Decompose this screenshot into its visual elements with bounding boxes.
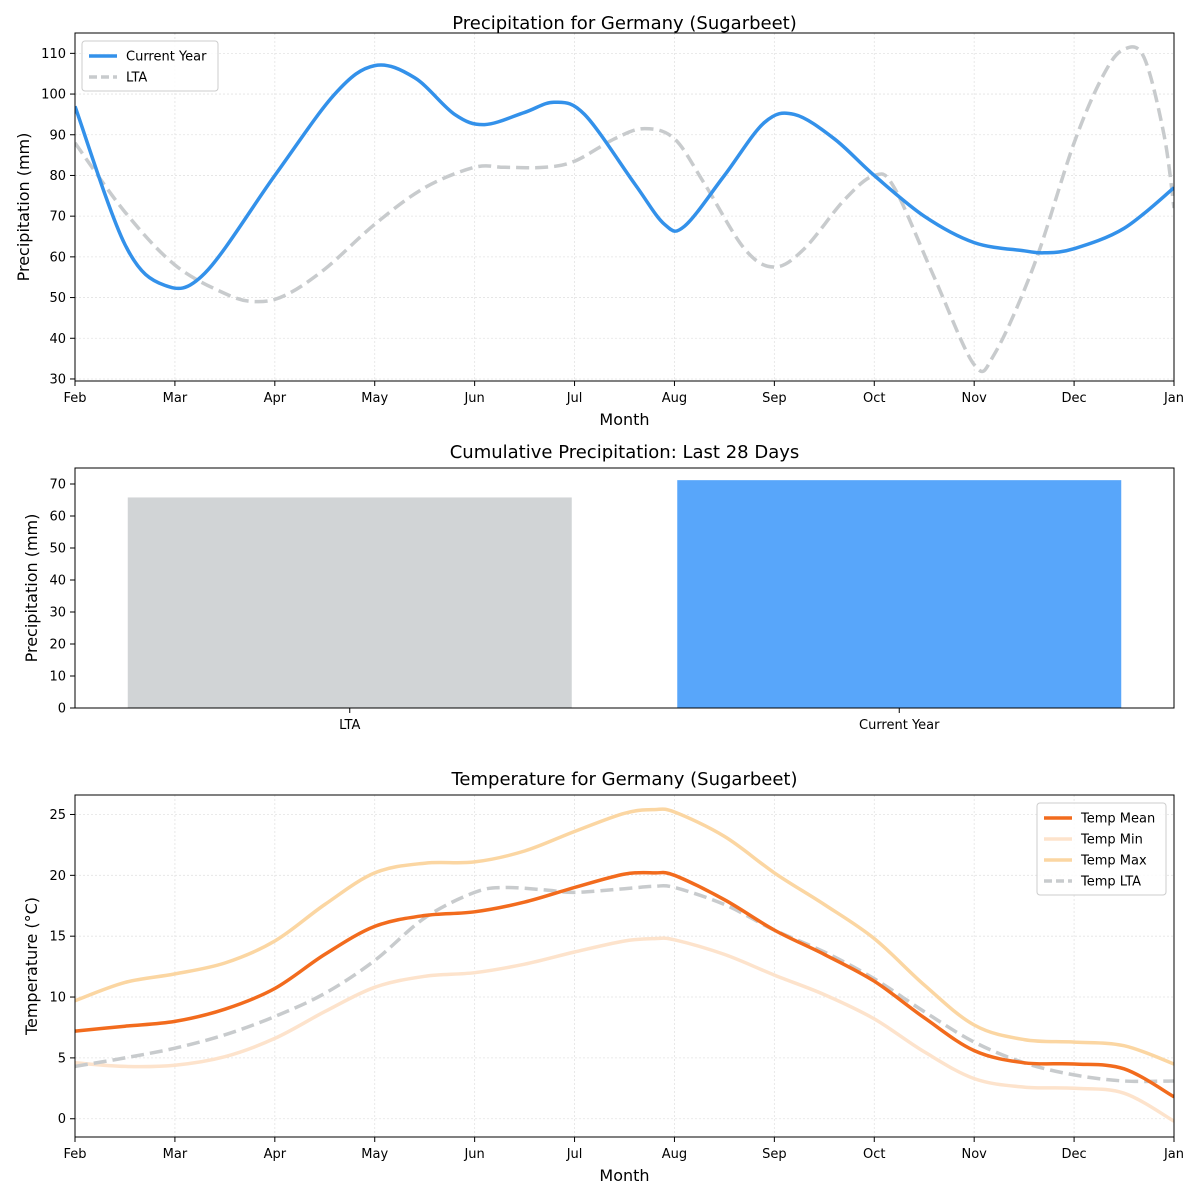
series-group [75,807,1174,1123]
x-tick-label: Jul [566,391,583,406]
chart-1: Cumulative Precipitation: Last 28 Days Pr… [22,442,1175,733]
x-tick-label: Nov [961,391,987,406]
y-tick-label: 70 [49,210,66,225]
x-tick-label: Oct [863,1147,885,1162]
y-tick-label: 5 [58,1051,66,1066]
x-tick-label: May [361,1147,388,1162]
series-group [75,45,1174,374]
bar-lta [127,497,572,708]
x-tick-label: Sep [762,391,787,406]
legend-label: Temp Max [1080,854,1147,869]
y-tick-label: 15 [49,930,66,945]
y-tick-label: 30 [49,372,66,387]
y-tick-label: 60 [49,250,66,265]
x-tick-label: Dec [1062,1147,1087,1162]
series-line-temp-mean [75,870,1174,1099]
y-tick-label: 50 [49,542,66,557]
y-tick-label: 70 [49,478,66,493]
x-tick-label: Feb [63,1147,86,1162]
x-tick-label: Jun [463,1147,484,1162]
legend-label: Temp Mean [1080,812,1155,827]
x-tick-label: Jan [1163,391,1184,406]
series-line-temp-lta [75,883,1174,1084]
chart-title: Precipitation for Germany (Sugarbeet) [452,13,797,34]
series-line-temp-min [75,936,1174,1123]
x-tick-label: LTA [339,718,360,733]
y-tick-label: 80 [49,169,66,184]
y-axis-label: Temperature (°C) [22,897,41,1036]
bar-current-year [677,480,1122,708]
legend-frame [81,40,219,92]
y-tick-label: 50 [49,291,66,306]
y-tick-label: 0 [58,702,66,717]
x-tick-label: Jul [566,1147,583,1162]
y-tick-label: 25 [49,808,66,823]
legend: Temp Mean Temp Min Temp Max Temp LTA [1036,802,1167,896]
x-tick-label: Jun [463,391,484,406]
x-tick-label: Apr [264,1147,287,1162]
x-tick-label: Mar [163,391,188,406]
y-axis-label: Precipitation (mm) [14,133,33,282]
y-tick-label: 40 [49,332,66,347]
x-axis-label: Month [599,410,649,429]
x-axis-label: Month [599,1166,649,1185]
y-tick-label: 40 [49,574,66,589]
chart-0: Precipitation for Germany (Sugarbeet) Pre… [14,13,1184,429]
x-tick-label: May [361,391,388,406]
y-tick-label: 110 [41,47,66,62]
x-tick-label: Oct [863,391,885,406]
y-tick-label: 30 [49,606,66,621]
y-tick-label: 10 [49,670,66,685]
y-tick-label: 0 [58,1112,66,1127]
x-tick-label: Aug [662,391,687,406]
x-tick-label: Mar [163,1147,188,1162]
legend-label: LTA [126,71,147,86]
y-axis-label: Precipitation (mm) [22,514,41,663]
series-line-current-year [75,63,1174,291]
x-tick-label: Aug [662,1147,687,1162]
legend-label: Temp Min [1080,833,1143,848]
plot-frame [74,467,1175,709]
y-tick-label: 20 [49,869,66,884]
y-tick-label: 100 [41,88,66,103]
chart-title: Temperature for Germany (Sugarbeet) [450,769,797,790]
legend-label: Temp LTA [1080,875,1141,890]
y-tick-label: 20 [49,638,66,653]
series-line-temp-max [75,807,1174,1066]
x-tick-label: Dec [1062,391,1087,406]
legend: Current Year LTA [81,40,219,92]
x-tick-label: Current Year [859,718,940,733]
plot-frame [74,794,1175,1138]
chart-2: Temperature for Germany (Sugarbeet) Tempe… [22,769,1184,1185]
y-tick-label: 60 [49,510,66,525]
x-tick-label: Nov [961,1147,987,1162]
plot-frame [74,32,1175,382]
series-line-lta [75,45,1174,374]
chart-title: Cumulative Precipitation: Last 28 Days [450,442,800,463]
y-tick-label: 90 [49,128,66,143]
x-tick-label: Apr [264,391,287,406]
y-tick-label: 10 [49,991,66,1006]
x-tick-label: Sep [762,1147,787,1162]
x-tick-label: Jan [1163,1147,1184,1162]
legend-frame [1036,802,1167,896]
x-tick-label: Feb [63,391,86,406]
legend-label: Current Year [126,50,207,65]
